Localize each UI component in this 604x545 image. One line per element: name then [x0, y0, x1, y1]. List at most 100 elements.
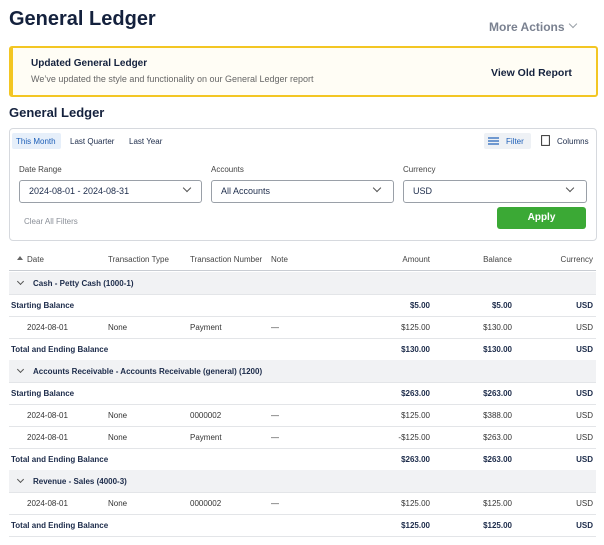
- ending-balance-label: Total and Ending Balance: [11, 345, 109, 354]
- banner: [9, 46, 598, 97]
- ending-balance-label: Total and Ending Balance: [11, 521, 109, 530]
- transaction-cell: —: [271, 433, 279, 442]
- row-divider: [9, 338, 596, 339]
- group-row: [9, 272, 596, 294]
- group-name: Cash - Petty Cash (1000-1): [33, 279, 134, 288]
- select[interactable]: [403, 180, 587, 203]
- ending-balance-currency: USD: [576, 521, 593, 530]
- view-old-report[interactable]: View Old Report: [491, 67, 572, 79]
- starting-balance-balance: $263.00: [483, 389, 512, 398]
- starting-balance-currency: USD: [576, 301, 593, 310]
- transaction-cell: 0000002: [190, 411, 222, 420]
- filter-button-bg[interactable]: [484, 133, 531, 149]
- transaction-cell: 2024-08-01: [27, 323, 68, 332]
- row-divider: [9, 294, 596, 295]
- section-title: General Ledger: [9, 105, 105, 120]
- transaction-cell: -$125.00: [398, 433, 430, 442]
- transaction-cell: USD: [576, 433, 593, 442]
- transaction-cell: None: [108, 323, 128, 332]
- transaction-cell: $125.00: [401, 499, 430, 508]
- transaction-cell: —: [271, 411, 279, 420]
- ending-balance-amount: $263.00: [401, 455, 430, 464]
- column-header: Currency: [560, 255, 593, 264]
- column-header: Note: [271, 255, 288, 264]
- apply-button[interactable]: Apply: [497, 207, 586, 229]
- select[interactable]: [19, 180, 202, 203]
- filter-button[interactable]: Filter: [506, 137, 524, 146]
- transaction-cell: —: [271, 323, 279, 332]
- active-tab-bg: [12, 133, 61, 149]
- transaction-cell: None: [108, 411, 128, 420]
- column-header: Transaction Type: [108, 255, 169, 264]
- group-name: Revenue - Sales (4000-3): [33, 477, 127, 486]
- transaction-cell: $263.00: [483, 433, 512, 442]
- field-label: Date Range: [19, 165, 62, 174]
- row-divider: [9, 316, 596, 317]
- column-header: Date: [27, 255, 44, 264]
- transaction-cell: 2024-08-01: [27, 433, 68, 442]
- transaction-cell: None: [108, 433, 128, 442]
- page-title: General Ledger: [9, 8, 156, 30]
- tab[interactable]: Last Quarter: [70, 137, 115, 146]
- transaction-cell: $388.00: [483, 411, 512, 420]
- group-row: [9, 470, 596, 492]
- starting-balance-currency: USD: [576, 389, 593, 398]
- transaction-cell: $125.00: [401, 323, 430, 332]
- column-header: Amount: [402, 255, 430, 264]
- transaction-cell: —: [271, 499, 279, 508]
- ending-balance-balance: $130.00: [483, 345, 512, 354]
- transaction-cell: Payment: [190, 433, 222, 442]
- more-actions-icon[interactable]: [568, 19, 578, 29]
- select[interactable]: [211, 180, 394, 203]
- columns-icon[interactable]: [541, 135, 550, 146]
- row-divider: [9, 404, 596, 405]
- transaction-cell: Payment: [190, 323, 222, 332]
- clear-filters[interactable]: Clear All Filters: [24, 217, 78, 226]
- ending-balance-currency: USD: [576, 455, 593, 464]
- field-label: Accounts: [211, 165, 244, 174]
- field-label: Currency: [403, 165, 436, 174]
- banner-text: We’ve updated the style and functionalit…: [31, 74, 314, 84]
- ending-balance-label: Total and Ending Balance: [11, 455, 109, 464]
- column-header: Balance: [483, 255, 512, 264]
- starting-balance-label: Starting Balance: [11, 301, 75, 310]
- row-divider: [9, 426, 596, 427]
- row-divider: [9, 382, 596, 383]
- tab[interactable]: Last Year: [129, 137, 163, 146]
- transaction-cell: 2024-08-01: [27, 499, 68, 508]
- transaction-cell: 2024-08-01: [27, 411, 68, 420]
- starting-balance-amount: $263.00: [401, 389, 430, 398]
- starting-balance-balance: $5.00: [491, 301, 512, 310]
- column-header: Transaction Number: [190, 255, 263, 264]
- tab[interactable]: This Month: [16, 137, 56, 146]
- more-actions[interactable]: More Actions: [489, 20, 565, 34]
- columns-button[interactable]: Columns: [557, 137, 589, 146]
- row-divider: [9, 492, 596, 493]
- transaction-cell: $125.00: [483, 499, 512, 508]
- ending-balance-amount: $130.00: [401, 345, 430, 354]
- banner-title: Updated General Ledger: [31, 58, 148, 69]
- starting-balance-amount: $5.00: [409, 301, 430, 310]
- row-divider: [9, 448, 596, 449]
- ending-balance-currency: USD: [576, 345, 593, 354]
- select-value[interactable]: USD: [413, 186, 433, 196]
- row-divider: [9, 536, 596, 537]
- starting-balance-label: Starting Balance: [11, 389, 75, 398]
- transaction-cell: USD: [576, 411, 593, 420]
- sort-icon[interactable]: [17, 256, 23, 260]
- select-value[interactable]: All Accounts: [221, 186, 271, 196]
- select-value[interactable]: 2024-08-01 - 2024-08-31: [29, 186, 130, 196]
- transaction-cell: USD: [576, 323, 593, 332]
- group-row: [9, 360, 596, 382]
- ending-balance-balance: $125.00: [483, 521, 512, 530]
- transaction-cell: None: [108, 499, 128, 508]
- filter-icon[interactable]: [488, 136, 499, 146]
- ending-balance-balance: $263.00: [483, 455, 512, 464]
- transaction-cell: 0000002: [190, 499, 222, 508]
- row-divider: [9, 270, 596, 271]
- row-divider: [9, 514, 596, 515]
- filter-card: [9, 128, 597, 241]
- ending-balance-amount: $125.00: [401, 521, 430, 530]
- transaction-cell: $125.00: [401, 411, 430, 420]
